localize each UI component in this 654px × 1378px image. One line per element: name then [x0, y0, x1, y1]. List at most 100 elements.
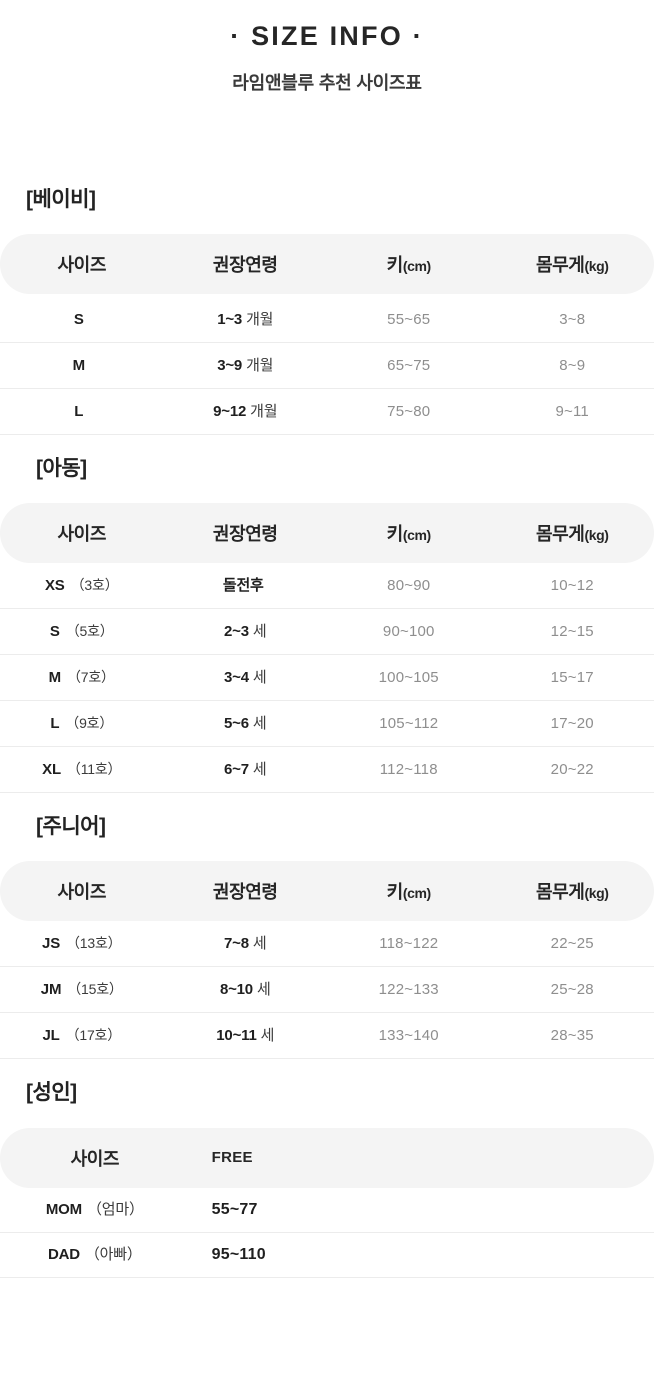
column-header-weight: 몸무게(kg) — [490, 861, 654, 922]
column-header-height-unit: (cm) — [402, 527, 431, 544]
cell-height: 122~133 — [327, 966, 491, 1014]
cell-size: JL （17호） — [0, 1012, 164, 1060]
column-header-size-label: 사이즈 — [57, 255, 107, 276]
section-child: [아동] 사이즈 권장연령 키(cm) 몸무게(kg) XS （3호） 돌전후 8… — [0, 435, 654, 794]
cell-size: L （9호） — [0, 700, 164, 748]
section-baby: [베이비] 사이즈 권장연령 키(cm) 몸무게(kg) S 1~3 개월 55~… — [0, 95, 654, 436]
table-row: JL （17호） 10~11 세 133~140 28~35 — [0, 1012, 654, 1060]
cell-height: 80~90 — [327, 563, 491, 610]
cell-size-value: XL — [42, 760, 61, 778]
cell-size-suffix: （5호） — [65, 622, 114, 639]
cell-age-value: 8~10 — [219, 980, 253, 998]
cell-age-value: 10~11 — [216, 1026, 257, 1044]
column-header-free: FREE — [189, 1127, 654, 1188]
column-header-size-label: 사이즈 — [57, 524, 107, 545]
cell-size-value: S — [73, 310, 84, 328]
cell-size-value: M — [72, 356, 86, 374]
cell-weight: 9~11 — [490, 388, 654, 436]
cell-age-unit: 세 — [260, 1026, 275, 1044]
cell-weight: 12~15 — [490, 608, 654, 656]
cell-age-value: 1~3 — [217, 310, 243, 328]
cell-height: 133~140 — [327, 1012, 491, 1060]
cell-size-suffix: （3호） — [70, 576, 119, 593]
column-header-weight-label: 몸무게 — [535, 882, 585, 903]
table-row: JS （13호） 7~8 세 118~122 22~25 — [0, 921, 654, 968]
cell-age: 5~6 세 — [163, 700, 327, 748]
cell-weight: 17~20 — [490, 700, 654, 748]
cell-size: M （7호） — [0, 654, 164, 702]
cell-size-value: L — [74, 402, 84, 420]
cell-age-unit: 개월 — [246, 310, 274, 328]
cell-height: 65~75 — [327, 342, 491, 390]
cell-weight: 22~25 — [490, 921, 654, 968]
cell-age-value: 7~8 — [224, 934, 249, 952]
cell-size-value: L — [50, 714, 60, 732]
cell-adult-label: DAD （아빠） — [0, 1232, 190, 1278]
section-junior: [주니어] 사이즈 권장연령 키(cm) 몸무게(kg) JS （13호） 7~8… — [0, 793, 654, 1060]
cell-adult-label-value: DAD — [47, 1245, 80, 1263]
cell-adult-label: MOM （엄마） — [0, 1187, 190, 1233]
cell-age-unit: 세 — [256, 980, 271, 998]
cell-weight: 25~28 — [490, 966, 654, 1014]
cell-age-value: 3~9 — [217, 356, 243, 374]
cell-height: 55~65 — [327, 294, 491, 344]
table-row: DAD （아빠） 95~110 — [0, 1232, 654, 1278]
cell-height: 118~122 — [327, 921, 491, 968]
column-header-weight-unit: (kg) — [584, 885, 609, 902]
section-heading-adult: [성인] — [26, 1081, 77, 1105]
column-header-size: 사이즈 — [0, 1127, 190, 1188]
cell-age-value: 6~7 — [224, 760, 249, 778]
cell-weight: 10~12 — [490, 563, 654, 610]
cell-adult-label-value: MOM — [45, 1200, 82, 1218]
column-header-height: 키(cm) — [327, 861, 491, 922]
column-header-weight: 몸무게(kg) — [490, 503, 654, 564]
cell-weight: 20~22 — [490, 746, 654, 794]
column-header-height: 키(cm) — [327, 234, 491, 295]
table-row: S （5호） 2~3 세 90~100 12~15 — [0, 608, 654, 656]
table-row: XL （11호） 6~7 세 112~118 20~22 — [0, 746, 654, 794]
table-header-row: 사이즈 권장연령 키(cm) 몸무게(kg) — [0, 503, 654, 564]
cell-adult-label-suffix: （아빠） — [84, 1245, 142, 1263]
table-header-row: 사이즈 권장연령 키(cm) 몸무게(kg) — [0, 861, 654, 922]
column-header-age-label: 권장연령 — [212, 524, 278, 545]
cell-weight: 28~35 — [490, 1012, 654, 1060]
size-table-child: 사이즈 권장연령 키(cm) 몸무게(kg) XS （3호） 돌전후 80~90 … — [0, 503, 654, 794]
column-header-height-unit: (cm) — [402, 258, 431, 275]
section-heading-child: [아동] — [36, 457, 87, 481]
cell-size-suffix: （9호） — [65, 714, 114, 731]
column-header-weight-label: 몸무게 — [535, 524, 585, 545]
cell-size: L — [0, 388, 164, 436]
table-row: XS （3호） 돌전후 80~90 10~12 — [0, 563, 654, 610]
cell-age: 9~12 개월 — [163, 388, 327, 436]
cell-age: 7~8 세 — [163, 921, 327, 968]
table-row: L 9~12 개월 75~80 9~11 — [0, 388, 654, 436]
column-header-age: 권장연령 — [163, 503, 327, 564]
column-header-height-label: 키 — [386, 255, 404, 276]
column-header-age-label: 권장연령 — [212, 882, 278, 903]
cell-weight: 3~8 — [490, 294, 654, 344]
cell-adult-label-suffix: （엄마） — [86, 1200, 144, 1218]
cell-size-suffix: （17호） — [65, 1026, 122, 1043]
cell-age: 10~11 세 — [163, 1012, 327, 1060]
cell-age-unit: 세 — [252, 714, 267, 732]
cell-size-suffix: （11호） — [66, 760, 122, 777]
cell-age-value: 3~4 — [224, 668, 249, 686]
cell-height: 75~80 — [327, 388, 491, 436]
cell-size-value: JM — [40, 980, 62, 998]
column-header-size: 사이즈 — [0, 234, 164, 295]
cell-age-unit: 세 — [252, 622, 267, 640]
cell-size-value: JS — [42, 934, 60, 952]
cell-age: 3~9 개월 — [163, 342, 327, 390]
table-row: M 3~9 개월 65~75 8~9 — [0, 342, 654, 390]
section-heading-junior: [주니어] — [36, 815, 106, 839]
cell-age-unit: 세 — [252, 760, 267, 778]
cell-size: XL （11호） — [0, 746, 164, 794]
column-header-weight: 몸무게(kg) — [490, 234, 654, 295]
table-header-row: 사이즈 FREE — [0, 1127, 654, 1188]
cell-age-unit: 개월 — [250, 402, 278, 420]
column-header-age: 권장연령 — [163, 234, 327, 295]
cell-adult-value: 95~110 — [189, 1232, 654, 1278]
cell-age-value: 9~12 — [213, 402, 247, 420]
column-header-age: 권장연령 — [163, 861, 327, 922]
